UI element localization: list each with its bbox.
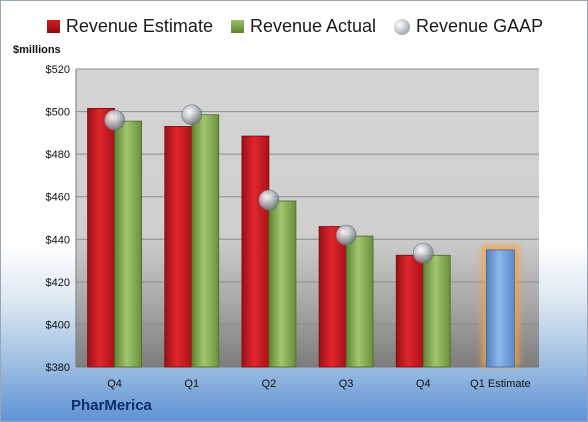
legend-label-estimate: Revenue Estimate (65, 16, 213, 36)
x-tick-label: Q4 (416, 378, 431, 390)
y-tick-label: $420 (46, 277, 70, 289)
legend-label-actual: Revenue Actual (249, 16, 377, 36)
y-tick-label: $380 (46, 362, 70, 374)
bar-revenue-actual (345, 235, 374, 368)
bar-revenue-actual (422, 254, 451, 368)
y-tick-label: $520 (46, 64, 70, 76)
bar-revenue-estimate (87, 107, 115, 368)
x-tick-label: Q3 (339, 378, 354, 390)
legend-item-actual: Revenue Actual (230, 16, 377, 37)
marker-revenue-gaap (181, 104, 203, 126)
marker-revenue-gaap (335, 224, 357, 246)
x-tick-label: Q1 (184, 378, 199, 390)
company-name: PharMerica (71, 397, 152, 414)
bar-revenue-actual (268, 200, 297, 368)
marker-revenue-gaap (412, 242, 434, 264)
marker-revenue-gaap (258, 189, 280, 211)
legend-item-gaap: Revenue GAAP (394, 16, 543, 37)
x-tick-label: Q1 Estimate (470, 378, 531, 390)
bar-revenue-estimate (395, 254, 424, 368)
bar-revenue-actual (191, 114, 220, 368)
marker-revenue-gaap (104, 109, 125, 131)
legend-swatch-gaap (394, 18, 411, 35)
y-axis-unit-label: $millions (13, 44, 61, 56)
bar-revenue-estimate (318, 226, 347, 368)
bar-revenue-forecast (486, 249, 515, 368)
y-tick-label: $500 (46, 107, 70, 119)
plot-area (76, 69, 539, 367)
x-tick-label: Q2 (262, 378, 277, 390)
legend-label-gaap: Revenue GAAP (416, 16, 544, 36)
legend-item-estimate: Revenue Estimate (46, 16, 213, 37)
legend: Revenue Estimate Revenue Actual Revenue … (1, 16, 587, 37)
bar-revenue-estimate (164, 126, 193, 368)
y-tick-label: $480 (46, 149, 70, 161)
legend-swatch-actual (230, 20, 244, 33)
x-tick-label: Q4 (107, 378, 122, 390)
legend-swatch-estimate (46, 20, 60, 33)
y-tick-label: $440 (46, 234, 70, 246)
y-tick-label: $460 (46, 192, 70, 204)
bar-revenue-estimate (241, 135, 270, 368)
bar-revenue-actual (114, 120, 142, 368)
y-tick-label: $400 (46, 319, 70, 331)
